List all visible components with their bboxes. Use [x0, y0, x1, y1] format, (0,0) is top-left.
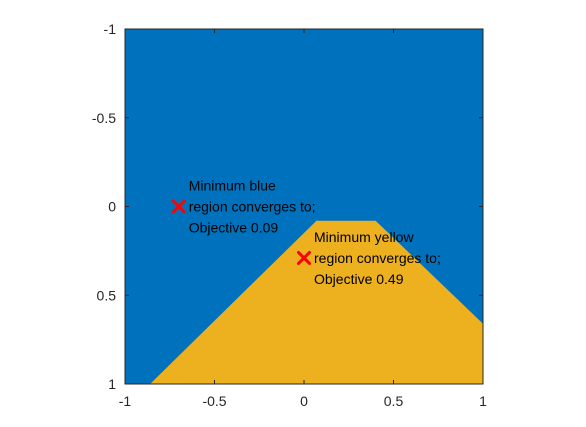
x-tick-label: -0.5	[202, 393, 226, 409]
annotation-line: Objective 0.09	[189, 220, 279, 236]
cross-mark-stroke	[171, 199, 186, 214]
y-tick-label: -0.5	[92, 110, 116, 126]
annotation-line: Objective 0.49	[314, 271, 404, 287]
y-tick-label: 0.5	[97, 287, 117, 303]
x-tick-label: -1	[119, 393, 132, 409]
annotation-line: Minimum blue	[189, 178, 276, 194]
x-tick-label: 1	[479, 393, 487, 409]
x-tick-label: 0.5	[384, 393, 404, 409]
y-tick-label: 1	[108, 376, 116, 392]
annotation-line: region converges to;	[314, 250, 441, 266]
x-tick-label: 0	[300, 393, 308, 409]
y-tick-label: 0	[108, 199, 116, 215]
minimum-marker-1	[297, 250, 311, 265]
minimum-marker-0	[171, 199, 186, 214]
annotation-line: Minimum yellow	[314, 229, 414, 245]
y-tick-label: -1	[104, 21, 117, 37]
annotation-line: region converges to;	[189, 199, 316, 215]
yellow-region	[150, 220, 483, 384]
cross-mark-stroke	[297, 250, 311, 265]
